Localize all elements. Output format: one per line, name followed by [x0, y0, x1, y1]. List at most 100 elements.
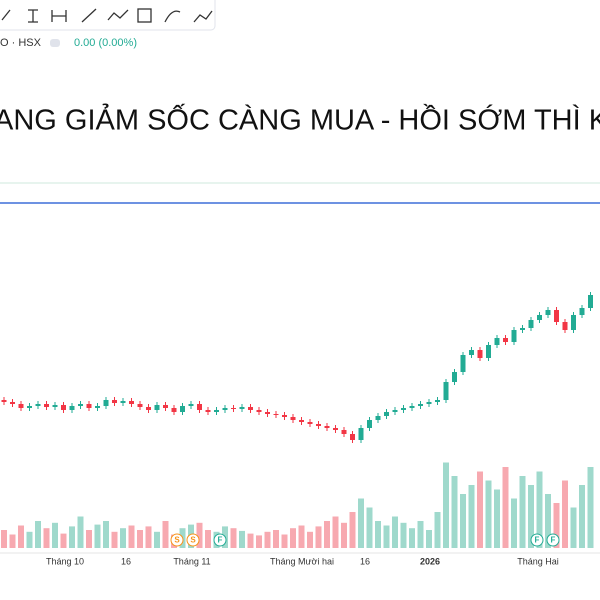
volume-bar	[528, 485, 534, 548]
candle-body	[112, 400, 117, 403]
candle-body	[163, 405, 168, 408]
volume-bar	[247, 533, 254, 548]
candle-body	[520, 328, 525, 330]
x-axis-label: Tháng 11	[173, 556, 210, 566]
volume-bar	[392, 516, 398, 548]
volume-bar	[324, 521, 330, 548]
volume-bar	[281, 534, 288, 548]
candle-body	[588, 295, 593, 308]
x-axis-label: Tháng Mười hai	[270, 556, 334, 566]
volume-bar	[196, 522, 203, 548]
event-label: F	[535, 536, 540, 545]
candle-body	[1, 400, 7, 402]
volume-bar	[94, 524, 101, 548]
candle-body	[375, 416, 381, 420]
tool-icon[interactable]	[107, 9, 129, 21]
candle-body	[503, 338, 508, 342]
candle-body	[171, 408, 177, 412]
volume-bar	[468, 485, 475, 548]
candle-body	[69, 406, 75, 410]
volume-bar	[358, 498, 364, 548]
candle-body	[452, 372, 457, 382]
candle-body	[35, 404, 41, 406]
volume-bar	[60, 533, 67, 548]
volume-bar	[290, 528, 296, 548]
volume-bar	[315, 526, 322, 548]
candle-body	[129, 401, 134, 404]
volume-bar	[400, 522, 407, 548]
candle-body	[392, 410, 398, 412]
volume-bar	[162, 521, 169, 548]
candle-body	[477, 350, 483, 358]
volume-bar	[86, 530, 92, 548]
volume-bar	[545, 494, 551, 548]
volume-bar	[77, 516, 84, 548]
volume-bar	[349, 512, 356, 548]
volume-bar	[434, 512, 441, 548]
candle-body	[248, 407, 253, 410]
volume-bar	[137, 530, 143, 548]
event-marker	[170, 533, 184, 547]
volume-bar	[460, 494, 466, 548]
candle-body	[180, 406, 185, 412]
volume-bar	[536, 471, 543, 548]
tool-icon[interactable]	[28, 9, 38, 23]
volume-bar	[494, 489, 500, 548]
volume-bar	[375, 521, 381, 548]
candle-body	[197, 404, 202, 410]
volume-bar	[409, 528, 415, 548]
event-label: S	[174, 536, 180, 545]
volume-bar	[205, 530, 211, 548]
volume-bar	[264, 531, 271, 548]
volume-bar	[443, 462, 449, 548]
volume-bar	[128, 525, 135, 548]
tool-icon[interactable]	[193, 10, 213, 23]
tool-icon[interactable]	[164, 10, 181, 23]
x-axis-label: Tháng 10	[46, 556, 84, 566]
x-axis-label: 16	[121, 556, 131, 566]
volume-bar	[562, 480, 568, 548]
volume-bar	[332, 516, 339, 548]
event-label: S	[190, 536, 196, 545]
candle-body	[469, 350, 474, 355]
volume-bar	[145, 526, 152, 548]
volume-bar	[1, 530, 7, 548]
volume-bar	[43, 528, 50, 548]
candle-body	[511, 330, 517, 342]
volume-bar	[366, 507, 373, 548]
candle-body	[154, 405, 160, 410]
volume-bar	[18, 525, 24, 548]
volume-bar	[256, 535, 262, 548]
candle-body	[486, 345, 491, 358]
toolbar[interactable]	[0, 0, 216, 31]
volume-bar	[111, 531, 118, 548]
candle-body	[307, 422, 313, 424]
tool-icon[interactable]	[51, 10, 67, 22]
candle-body	[27, 406, 32, 408]
event-label: F	[218, 536, 223, 545]
tool-icon[interactable]	[137, 8, 152, 23]
tool-icon[interactable]	[81, 8, 97, 23]
event-marker	[530, 533, 544, 547]
candle-body	[562, 322, 568, 330]
candle-body	[460, 355, 466, 372]
candle-body	[95, 406, 100, 408]
tool-icon[interactable]	[1, 9, 11, 21]
volume-bar	[451, 476, 458, 548]
headline: ANG GIẢM SỐC CÀNG MUA - HỒI SỚM THÌ KHÓ	[0, 103, 600, 137]
candle-body	[18, 404, 24, 408]
symbol: O · HSX	[0, 37, 42, 49]
candle-body	[61, 405, 66, 410]
candle-body	[86, 404, 92, 408]
volume-bar	[307, 531, 313, 548]
volume-bar	[69, 526, 75, 548]
candle-body	[545, 310, 551, 315]
collapse-button[interactable]	[50, 39, 60, 47]
candle-body	[579, 308, 585, 315]
candle-body	[350, 434, 355, 440]
volume-bar	[103, 521, 109, 548]
volume-bar	[154, 531, 160, 548]
volume-bar	[239, 530, 245, 548]
candle-body	[324, 426, 330, 428]
change: 0.00 (0.00%)	[74, 37, 137, 49]
